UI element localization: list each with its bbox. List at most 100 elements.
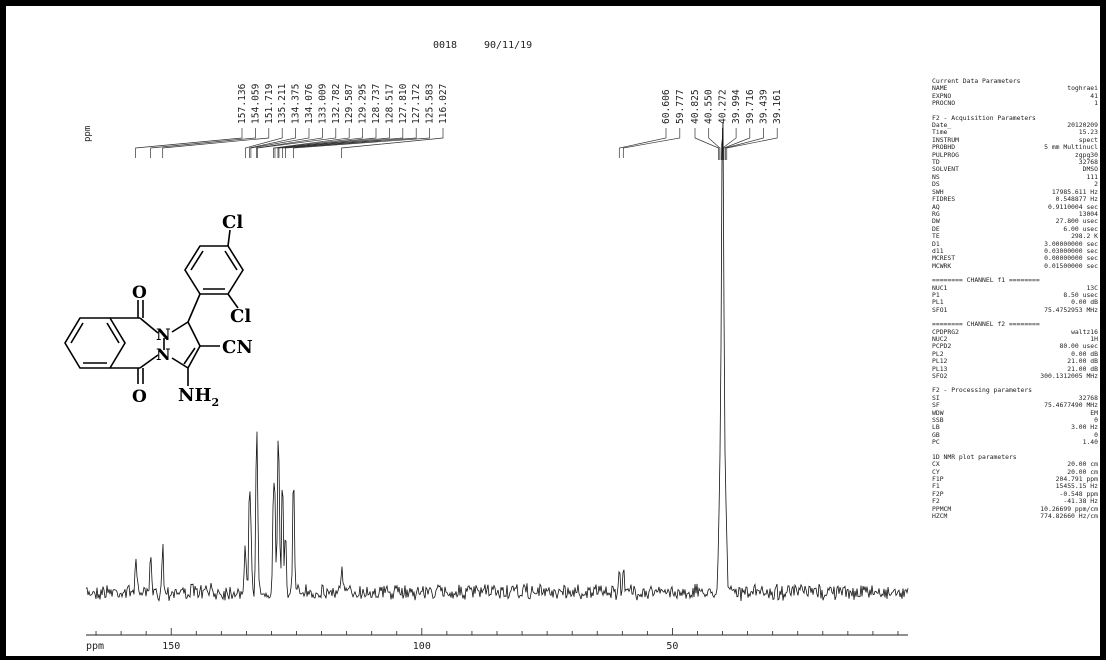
parameter-value: 1H: [1090, 335, 1098, 343]
parameter-value: 0.00000000 sec: [1044, 254, 1098, 263]
parameter-row: PULPROG zgpg30: [932, 150, 1098, 159]
parameter-row: WDW EM: [932, 409, 1098, 417]
parameter-value: 15.23: [1078, 128, 1098, 137]
peak-label: 135.211: [277, 83, 288, 124]
parameter-value: 13C: [1086, 283, 1098, 292]
chlorine-ortho-label: Cl: [230, 306, 251, 327]
parameter-row: PROCNO 1: [932, 99, 1098, 108]
parameter-name: PPMCM: [932, 504, 952, 513]
parameter-name: PROCNO: [932, 99, 956, 108]
peak-leader-lines: [135, 128, 778, 160]
peak-label: 60.606: [661, 89, 672, 124]
parameter-row: F2 -41.38 Hz: [932, 497, 1098, 506]
parameter-value: 20.00 cm: [1067, 467, 1098, 476]
parameter-row: PCPD2 80.00 usec: [932, 342, 1098, 351]
parameter-name: P1: [932, 290, 940, 299]
run-id: 0018: [433, 40, 457, 51]
x-axis-tick-label: 100: [413, 641, 431, 652]
parameter-row: PC 1.40: [932, 438, 1098, 447]
parameter-row: CPDPRG2 waltz16: [932, 328, 1098, 336]
parameter-value: 1: [1094, 99, 1098, 108]
parameter-row: SFO2 300.1312005 MHz: [932, 372, 1098, 381]
peak-leader: [293, 128, 430, 158]
run-date: 90/11/19: [484, 40, 532, 51]
parameter-name: PL13: [932, 364, 948, 373]
parameter-row: F1 15455.15 Hz: [932, 482, 1098, 491]
parameter-name: GB: [932, 430, 940, 439]
parameter-value: 0.548877 Hz: [1055, 195, 1098, 204]
peak-label: 40.550: [704, 89, 715, 124]
parameter-row: RG 13004: [932, 209, 1098, 218]
peak-label: 39.994: [731, 89, 742, 124]
x-axis: 150 100 50 ppm: [86, 628, 908, 652]
peak-leader: [250, 128, 310, 158]
parameter-value: 0: [1094, 416, 1098, 425]
parameter-name: SFO1: [932, 305, 948, 314]
parameter-name: PC: [932, 438, 940, 447]
parameter-value: 774.82660 Hz/cm: [1040, 511, 1098, 520]
parameter-value: 0.00 dB: [1071, 298, 1098, 307]
parameter-value: 15455.15 Hz: [1055, 482, 1098, 491]
parameter-name: PULPROG: [932, 150, 959, 159]
parameter-value: 10.26699 ppm/cm: [1040, 504, 1098, 513]
peak-leader: [723, 128, 751, 160]
parameter-value: zgpg30: [1074, 150, 1098, 159]
peak-label: 154.059: [250, 83, 261, 124]
peak-label: 116.027: [438, 83, 449, 124]
peak-leader: [725, 128, 764, 160]
peak-leader: [274, 128, 363, 158]
chemical-structure: O O N N Cl Cl CN NH2: [64, 212, 253, 409]
parameter-value: 0.00 dB: [1071, 349, 1098, 358]
parameter-section-title: 1D NMR plot parameters: [932, 452, 1017, 461]
parameter-value: 6.00 usec: [1063, 224, 1098, 233]
peak-leader: [278, 128, 390, 158]
parameter-row: GB 0: [932, 430, 1098, 439]
parameter-value: 111: [1086, 172, 1098, 181]
parameter-value: 298.2 K: [1071, 232, 1098, 241]
parameter-name: D1: [932, 239, 940, 248]
parameter-name: PCPD2: [932, 342, 952, 351]
parameter-row: NUC1 13C: [932, 283, 1098, 292]
parameter-row: AQ 0.9110004 sec: [932, 202, 1098, 211]
parameter-name: CY: [932, 467, 940, 476]
parameter-value: 13004: [1078, 209, 1098, 218]
parameter-value: 20.00 cm: [1067, 460, 1098, 469]
parameter-name: MCREST: [932, 254, 956, 263]
parameter-row: SFO1 75.4752953 MHz: [932, 305, 1098, 314]
oxygen-top: O: [132, 283, 147, 303]
parameter-name: HZCM: [932, 511, 948, 520]
peak-leader: [135, 128, 243, 158]
parameter-value: 300.1312005 MHz: [1040, 372, 1098, 381]
parameter-row: PL12 21.00 dB: [932, 357, 1098, 365]
parameter-value: -0.548 ppm: [1059, 489, 1098, 498]
parameter-row: CY 20.00 cm: [932, 467, 1098, 476]
parameter-row: TE 298.2 K: [932, 232, 1098, 241]
parameter-section-title: F2 - Acquisition Parameters: [932, 113, 1036, 122]
parameter-section-title: ======== CHANNEL f1 ========: [932, 276, 1040, 285]
parameter-value: 0.01500000 sec: [1044, 261, 1098, 270]
peak-label: 127.172: [411, 84, 422, 124]
peak-label: 125.583: [425, 83, 436, 124]
parameter-row: NUC2 1H: [932, 335, 1098, 343]
parameter-value: 0.9110004 sec: [1047, 202, 1098, 211]
peak-leader: [277, 128, 377, 158]
peak-leader: [273, 128, 350, 158]
parameter-name: FIDRES: [932, 195, 956, 204]
parameter-name: Date_: [932, 121, 952, 130]
parameter-name: NAME: [932, 84, 948, 93]
peak-label: 133.009: [317, 83, 328, 124]
parameter-name: DS: [932, 180, 940, 189]
peak-leader: [150, 128, 256, 158]
parameter-row: Date_ 20120209: [932, 121, 1098, 130]
parameter-name: TE: [932, 232, 940, 241]
parameter-row: PROBHD 5 mm Multinucl: [932, 143, 1098, 151]
parameter-name: F2: [932, 497, 940, 506]
parameter-row: PPMCM 10.26699 ppm/cm: [932, 504, 1098, 513]
parameter-value: 75.4677490 MHz: [1044, 401, 1098, 410]
parameter-row: SSB 0: [932, 416, 1098, 425]
peak-leader: [257, 128, 337, 158]
parameter-row: F2P -0.548 ppm: [932, 489, 1098, 498]
peak-label: 129.587: [344, 83, 355, 124]
peak-label: 151.719: [264, 83, 275, 124]
peak-label: 128.517: [384, 83, 395, 124]
